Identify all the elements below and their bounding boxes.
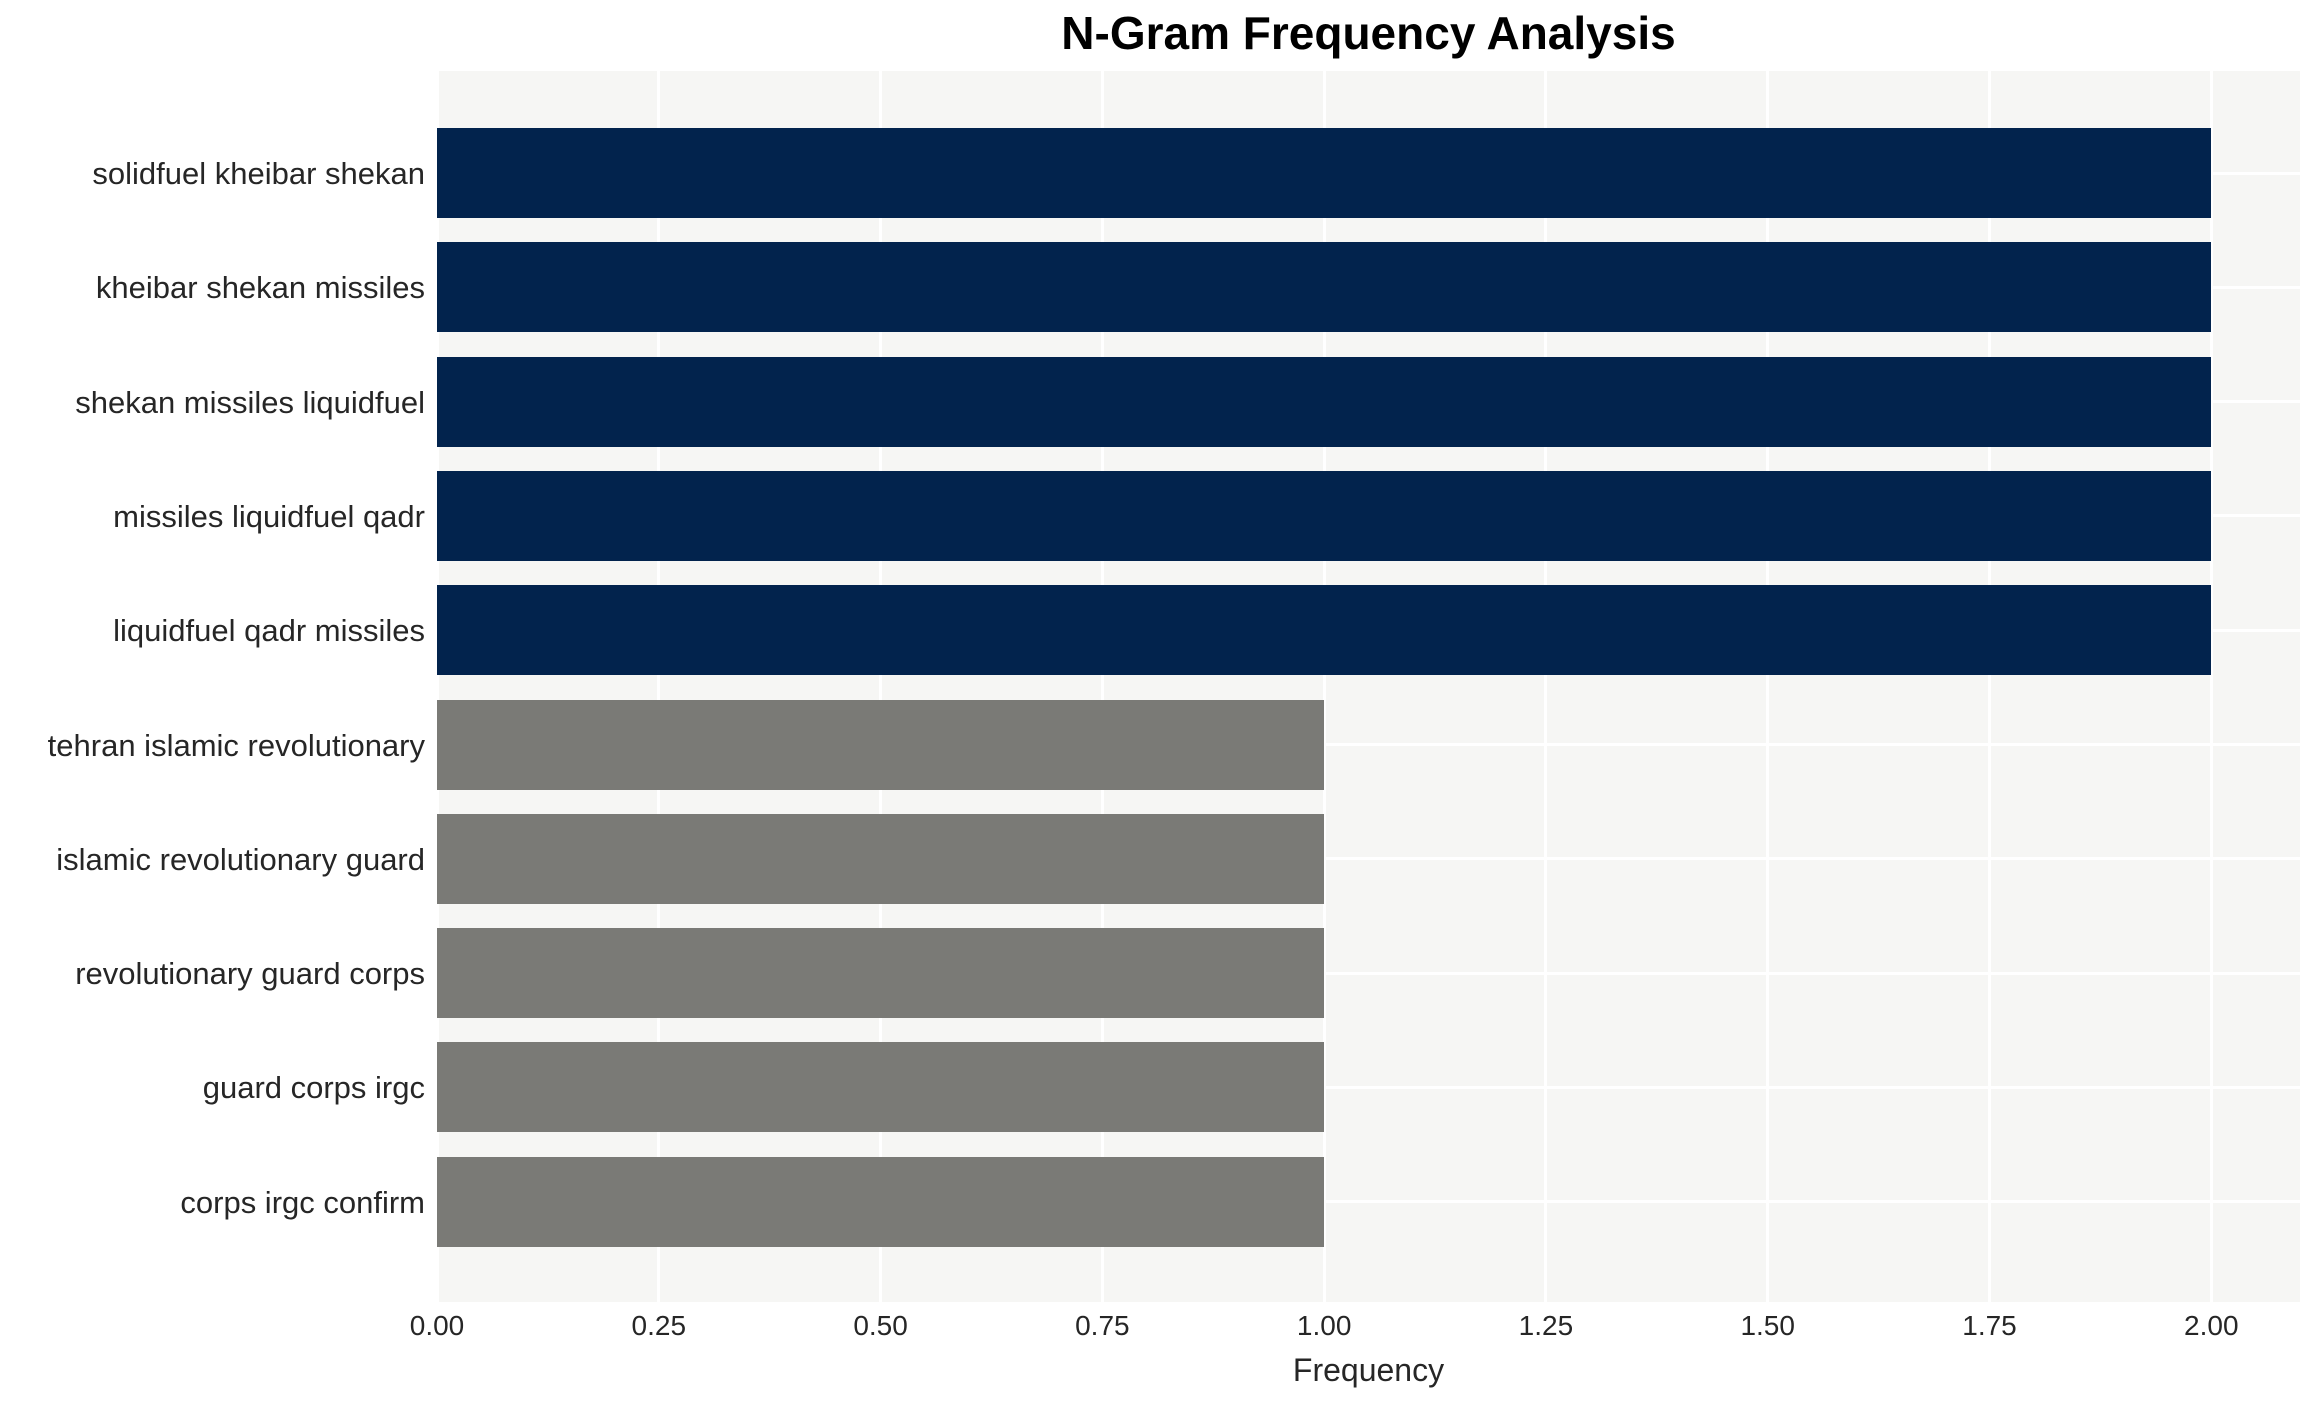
bar (437, 585, 2212, 676)
bar (437, 699, 1325, 790)
gridline-vertical (1988, 71, 1991, 1302)
gridline-horizontal (437, 857, 2300, 861)
x-tick-label: 1.50 (1740, 1310, 1795, 1341)
bar (437, 1156, 1325, 1247)
category-label: islamic revolutionary guard (56, 841, 425, 877)
gridline-vertical (1100, 71, 1104, 1302)
gridline-horizontal (437, 1085, 2300, 1089)
bar (437, 356, 2212, 447)
gridline-vertical (1544, 71, 1548, 1302)
gridline-vertical (1322, 71, 1326, 1302)
bar (437, 242, 2212, 333)
x-tick-label: 2.00 (2184, 1310, 2239, 1341)
category-label: revolutionary guard corps (75, 956, 425, 992)
category-label: shekan missiles liquidfuel (75, 384, 425, 420)
x-tick-label: 0.75 (1075, 1310, 1130, 1341)
x-tick-label: 1.25 (1518, 1310, 1574, 1341)
x-tick-label: 0.00 (409, 1310, 465, 1341)
bar (437, 928, 1325, 1019)
gridline-vertical (657, 71, 661, 1302)
bar (437, 813, 1325, 904)
bar (437, 1042, 1325, 1133)
x-tick-label: 0.25 (631, 1310, 687, 1341)
gridline-vertical (2209, 71, 2213, 1302)
gridline-vertical (435, 71, 439, 1302)
plot-area (435, 71, 2300, 1302)
gridline-horizontal (437, 971, 2300, 975)
x-tick-label: 0.50 (853, 1310, 908, 1341)
chart-title: N-Gram Frequency Analysis (1061, 7, 1676, 59)
category-label: tehran islamic revolutionary (47, 727, 425, 763)
gridline-vertical (1766, 71, 1770, 1302)
category-label: guard corps irgc (202, 1070, 425, 1106)
gridline-vertical (879, 71, 883, 1302)
gridline-horizontal (437, 743, 2300, 746)
gridline-horizontal (437, 1200, 2300, 1204)
x-axis-label: Frequency (1292, 1352, 1445, 1388)
category-label: liquidfuel qadr missiles (113, 613, 425, 649)
category-label: corps irgc confirm (180, 1184, 425, 1220)
x-tick-label: 1.75 (1962, 1310, 2017, 1341)
category-label: solidfuel kheibar shekan (92, 156, 425, 191)
category-label: missiles liquidfuel qadr (113, 498, 425, 534)
x-tick-label: 1.00 (1296, 1310, 1352, 1341)
category-label: kheibar shekan missiles (95, 270, 425, 306)
bar (437, 470, 2212, 561)
bar (437, 128, 2212, 218)
